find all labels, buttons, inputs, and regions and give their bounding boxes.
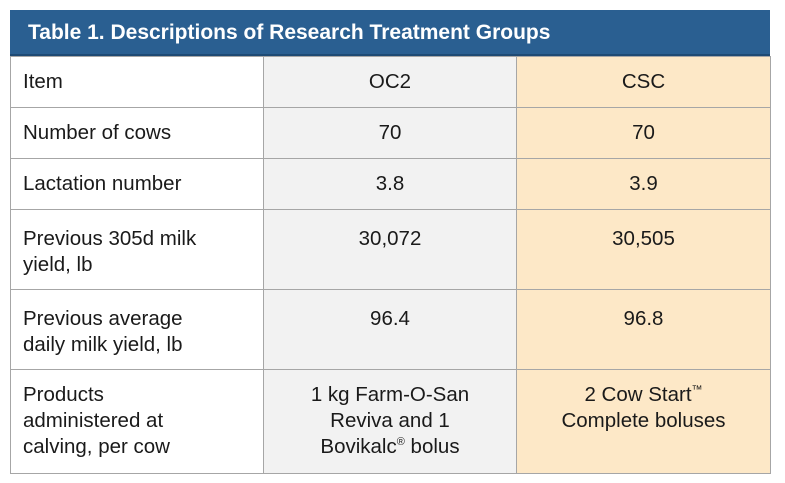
product-name-bovikalc: Bovikalc [320, 435, 397, 458]
row-csc-value: 3.9 [516, 158, 771, 210]
table-header-row: Item OC2 CSC [10, 56, 771, 108]
treatment-groups-table-container: Table 1. Descriptions of Research Treatm… [10, 10, 771, 474]
table-title: Table 1. Descriptions of Research Treatm… [10, 10, 770, 56]
csc-products-line: Complete boluses [561, 409, 726, 432]
row-item-label-line: Products [23, 383, 104, 406]
row-csc-value: 96.8 [516, 289, 771, 370]
csc-products-line: 2 Cow Start™ [517, 382, 770, 408]
row-item-label-line: daily milk yield, lb [23, 333, 183, 356]
table-row: Previous average daily milk yield, lb 96… [10, 289, 771, 370]
row-item-label-line: administered at [23, 409, 164, 432]
row-item-label-line: Previous 305d milk [23, 227, 197, 250]
row-oc2-value: 30,072 [263, 209, 517, 290]
row-item-label: Number of cows [10, 107, 264, 159]
row-oc2-value: 1 kg Farm-O-San Reviva and 1 Bovikalc® b… [263, 369, 517, 474]
header-item: Item [10, 56, 264, 108]
table-row: Lactation number 3.8 3.9 [10, 158, 771, 210]
registered-mark: ® [396, 436, 405, 448]
trademark-mark: ™ [691, 384, 703, 396]
row-oc2-value: 70 [263, 107, 517, 159]
table-row: Previous 305d milk yield, lb 30,072 30,5… [10, 209, 771, 290]
table-row: Products administered at calving, per co… [10, 369, 771, 474]
row-csc-value: 30,505 [516, 209, 771, 290]
row-csc-value: 2 Cow Start™ Complete boluses [516, 369, 771, 474]
row-oc2-value: 3.8 [263, 158, 517, 210]
product-unit: bolus [404, 435, 460, 458]
treatment-groups-table: Item OC2 CSC Number of cows 70 70 Lactat… [10, 56, 771, 474]
row-item-label-line: calving, per cow [23, 435, 170, 458]
row-item-label: Lactation number [10, 158, 264, 210]
header-oc2: OC2 [263, 56, 517, 108]
header-csc: CSC [516, 56, 771, 108]
row-item-label: Products administered at calving, per co… [10, 369, 264, 474]
row-item-label-line: Previous average [23, 307, 183, 330]
oc2-products-line: 1 kg Farm-O-San [310, 383, 470, 406]
row-item-label: Previous average daily milk yield, lb [10, 289, 264, 370]
oc2-products-line: Reviva and 1 [330, 409, 450, 432]
row-item-label: Previous 305d milk yield, lb [10, 209, 264, 290]
row-oc2-value: 96.4 [263, 289, 517, 370]
row-csc-value: 70 [516, 107, 771, 159]
oc2-products-line: Bovikalc® bolus [264, 434, 516, 460]
table-row: Number of cows 70 70 [10, 107, 771, 159]
row-item-label-line: yield, lb [23, 253, 93, 276]
product-name-cow-start: 2 Cow Start [584, 383, 692, 406]
